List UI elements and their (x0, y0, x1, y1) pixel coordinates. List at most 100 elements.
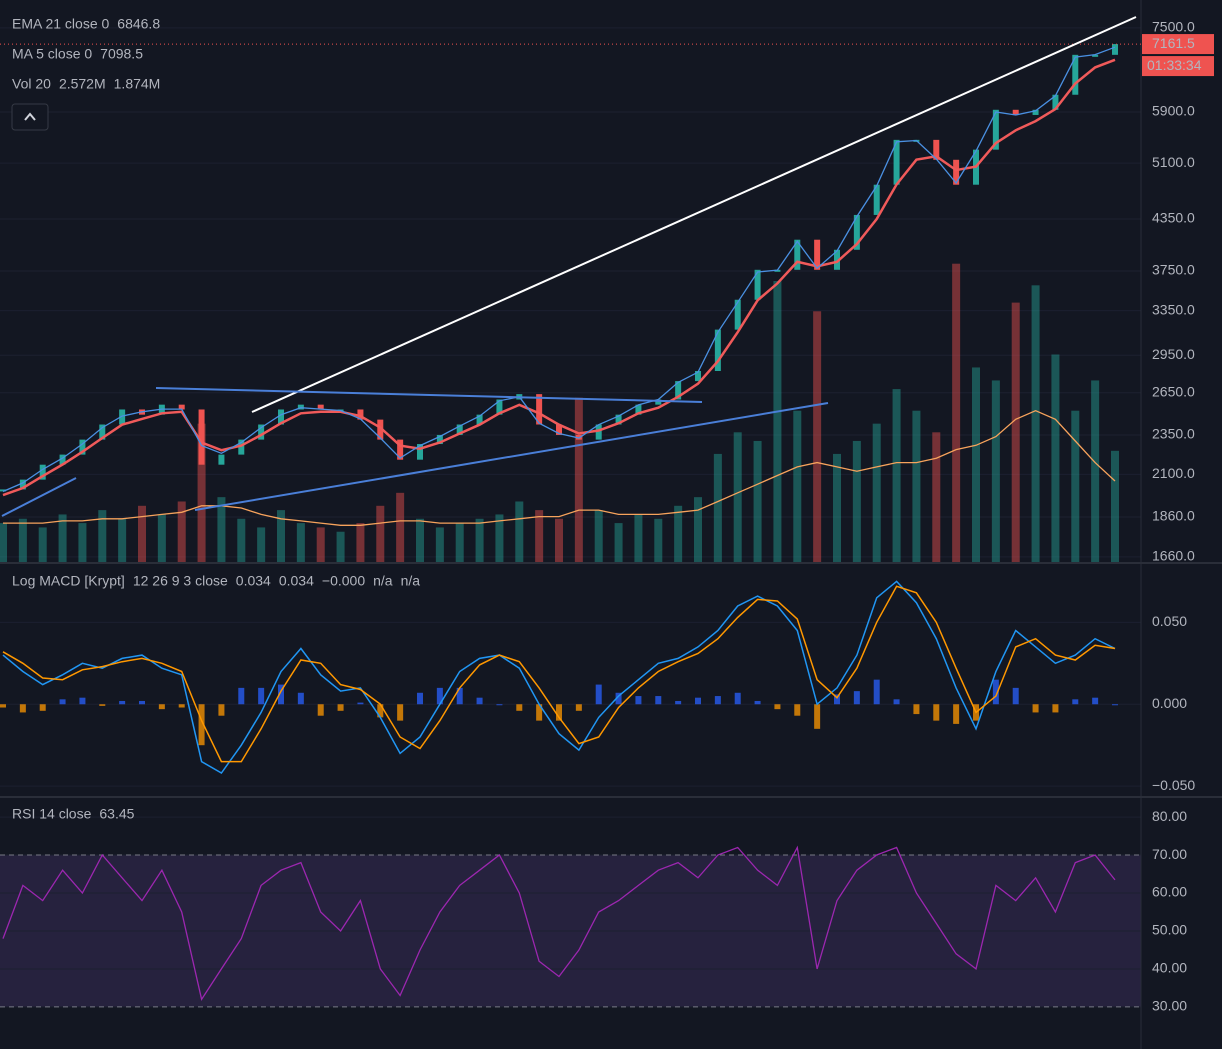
histogram-bar (1092, 697, 1099, 705)
trend-line (194, 402, 829, 511)
y-tick-label: 80.00 (1152, 808, 1187, 824)
y-tick-label: 5900.0 (1152, 103, 1195, 119)
histogram-bar (198, 704, 205, 746)
histogram-bar (39, 704, 46, 711)
volume-bar (515, 501, 524, 562)
countdown-label: 01:33:34 (1147, 57, 1202, 73)
y-tick-label: 3350.0 (1152, 301, 1195, 317)
collapse-button[interactable] (11, 103, 49, 131)
y-tick-label: 70.00 (1152, 846, 1187, 862)
volume-bar (1011, 302, 1020, 562)
histogram-bar (615, 692, 622, 705)
volume-bar (535, 510, 544, 562)
y-tick-label: 50.00 (1152, 922, 1187, 938)
volume-bar (1091, 380, 1100, 562)
candle (853, 214, 860, 250)
histogram-bar (59, 699, 66, 705)
candle (397, 439, 404, 460)
histogram-bar (417, 692, 423, 705)
volume-bar (138, 505, 146, 562)
volume-bar (38, 527, 47, 562)
histogram-bar (377, 704, 384, 718)
histogram-bar (19, 704, 26, 713)
candle (238, 439, 245, 455)
histogram-bar (754, 700, 761, 705)
candle (834, 249, 840, 270)
candle (953, 159, 960, 185)
candle (615, 414, 622, 425)
candle (655, 399, 662, 405)
candle (992, 109, 999, 150)
volume-bar (197, 423, 206, 562)
histogram-bar (139, 700, 145, 705)
legend-text: 63.45 (99, 806, 134, 822)
volume-bar (336, 531, 345, 562)
candle (556, 424, 562, 435)
legend-text: 6846.8 (117, 16, 160, 32)
legend-text: Log MACD [Krypt] (12, 573, 125, 589)
histogram-bar (695, 697, 701, 705)
candle (536, 394, 543, 425)
volume-bar (1111, 450, 1119, 562)
histogram-bar (258, 687, 265, 705)
candle (377, 419, 384, 440)
volume-bar (1071, 410, 1080, 562)
histogram-bar (675, 700, 682, 705)
legend-text: 12 26 9 3 close (133, 573, 228, 589)
candle (456, 424, 463, 435)
legend-text: RSI 14 close (12, 806, 92, 822)
volume-bar (0, 523, 7, 562)
volume-bar (852, 440, 861, 562)
legend-text: MA 5 close 0 (12, 46, 92, 62)
histogram-bar (317, 704, 324, 716)
volume-bar (296, 523, 305, 562)
volume-bar (98, 510, 107, 562)
histogram-bar (278, 684, 284, 705)
volume-bar (833, 453, 841, 562)
candle (178, 404, 185, 410)
volume-bar (952, 263, 961, 562)
volume-bar (217, 497, 226, 562)
volume-bar (58, 514, 67, 562)
volume-bar (912, 410, 921, 562)
volume-bar (694, 497, 702, 562)
candle (794, 239, 801, 270)
candle (933, 139, 940, 160)
chevron-icon[interactable] (24, 112, 36, 121)
histogram-bar (397, 704, 404, 721)
histogram-bar (556, 704, 562, 721)
candle (198, 409, 205, 465)
histogram-bar (218, 704, 225, 716)
histogram-bar (933, 704, 940, 721)
volume-bar (157, 514, 166, 562)
histogram-bar (1052, 704, 1059, 713)
candle (1012, 109, 1019, 115)
volume-bar (733, 432, 742, 562)
y-tick-label: 1660.0 (1152, 548, 1195, 564)
volume-bar (18, 518, 27, 562)
volume-bar (1031, 285, 1040, 562)
y-tick-label: 4350.0 (1152, 210, 1195, 226)
volume-bar (753, 440, 762, 562)
histogram-bar (575, 704, 582, 711)
histogram-bar (337, 704, 344, 711)
y-tick-label: 1860.0 (1152, 508, 1195, 524)
histogram-bar (1112, 704, 1118, 706)
candle (99, 424, 106, 440)
volume-bar (594, 510, 603, 562)
candle (714, 329, 721, 371)
legend-text: Vol 20 (12, 76, 51, 92)
button-frame[interactable] (11, 103, 49, 131)
volume-bar (356, 523, 365, 562)
histogram-bar (714, 696, 721, 705)
candle (734, 299, 741, 330)
macd-line (2, 580, 1116, 774)
histogram-bar (893, 699, 900, 705)
candle (476, 414, 483, 425)
volume-bar (793, 410, 802, 562)
candle (774, 269, 781, 272)
histogram-bar (99, 704, 106, 706)
histogram-bar (853, 691, 860, 705)
legend-text: 2.572M (59, 76, 106, 92)
